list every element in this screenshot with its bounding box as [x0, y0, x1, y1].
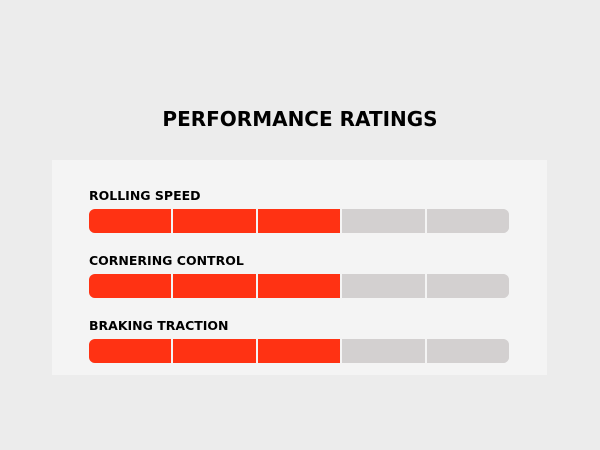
rating-label: CORNERING CONTROL	[89, 253, 244, 268]
page-title: PERFORMANCE RATINGS	[162, 107, 438, 131]
rating-segment-filled	[89, 209, 172, 233]
rating-label: ROLLING SPEED	[89, 188, 201, 203]
rating-segment-empty	[340, 274, 425, 298]
rating-bar	[89, 209, 509, 233]
rating-segment-filled	[255, 209, 341, 233]
rating-segment-filled	[89, 339, 172, 363]
rating-segment-empty	[424, 339, 509, 363]
rating-segment-filled	[171, 209, 256, 233]
rating-segment-filled	[171, 339, 256, 363]
rating-segment-empty	[424, 209, 509, 233]
rating-segment-filled	[255, 339, 341, 363]
rating-bar	[89, 339, 509, 363]
rating-bar	[89, 274, 509, 298]
rating-segment-empty	[424, 274, 509, 298]
rating-segment-empty	[340, 339, 425, 363]
ratings-panel: ROLLING SPEED CORNERING CONTROL BRAKING …	[52, 160, 547, 375]
rating-label: BRAKING TRACTION	[89, 318, 229, 333]
rating-segment-filled	[171, 274, 256, 298]
rating-segment-empty	[340, 209, 425, 233]
rating-segment-filled	[89, 274, 172, 298]
rating-segment-filled	[255, 274, 341, 298]
